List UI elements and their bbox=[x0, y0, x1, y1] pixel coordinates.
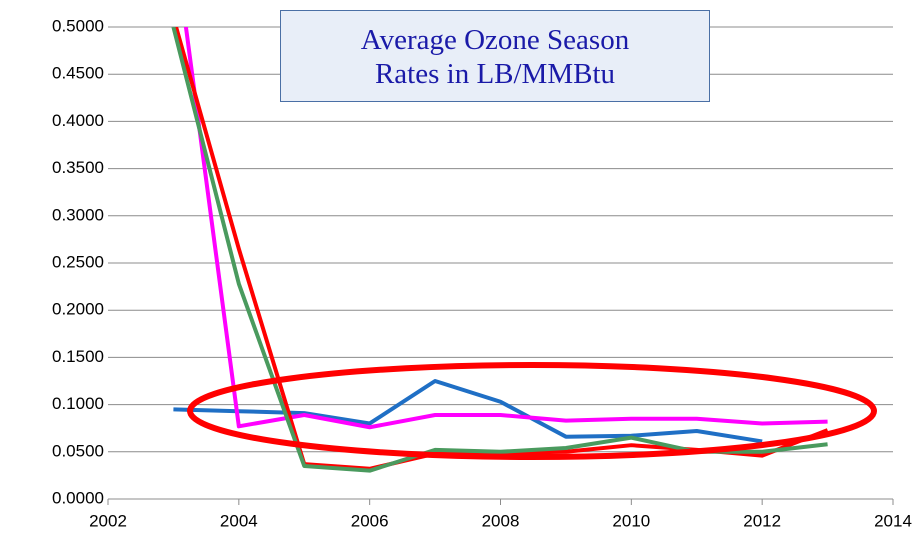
highlight-ellipse bbox=[187, 362, 877, 460]
y-tick-label: 0.0000 bbox=[52, 488, 104, 507]
x-tick-label: 2006 bbox=[351, 511, 389, 530]
x-tick-label: 2002 bbox=[89, 511, 127, 530]
x-tick-label: 2014 bbox=[874, 511, 912, 530]
x-tick-label: 2008 bbox=[482, 511, 520, 530]
y-tick-label: 0.5000 bbox=[52, 16, 104, 35]
y-tick-label: 0.1500 bbox=[52, 347, 104, 366]
series-line bbox=[183, 27, 828, 430]
y-tick-label: 0.2000 bbox=[52, 300, 104, 319]
y-tick-label: 0.3500 bbox=[52, 158, 104, 177]
y-tick-label: 0.3000 bbox=[52, 205, 104, 224]
series-line bbox=[173, 379, 763, 444]
y-tick-label: 0.0500 bbox=[52, 441, 104, 460]
y-tick-label: 0.4500 bbox=[52, 64, 104, 83]
y-tick-label: 0.2500 bbox=[52, 252, 104, 271]
y-tick-label: 0.1000 bbox=[52, 394, 104, 413]
x-tick-label: 2010 bbox=[612, 511, 650, 530]
x-tick-label: 2012 bbox=[743, 511, 781, 530]
x-tick-label: 2004 bbox=[220, 511, 258, 530]
chart-title: Average Ozone Season Rates in LB/MMBtu bbox=[280, 10, 710, 102]
y-tick-label: 0.4000 bbox=[52, 111, 104, 130]
